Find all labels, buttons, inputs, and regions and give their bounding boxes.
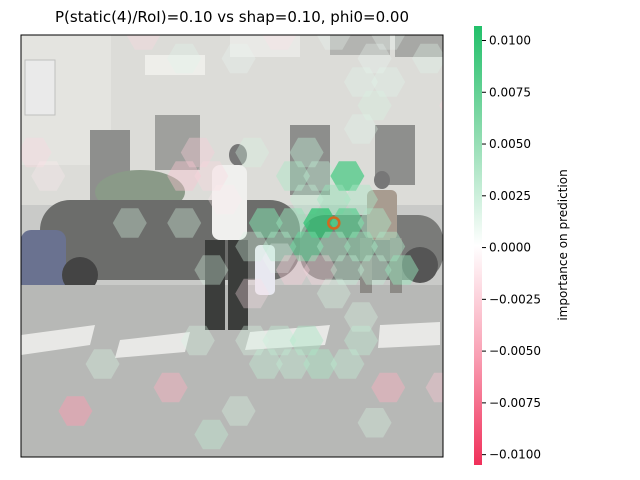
hex-cell-positive	[235, 325, 270, 356]
hex-cell-positive	[262, 231, 297, 262]
hex-cell-positive	[344, 67, 378, 97]
hex-cell-positive	[316, 35, 351, 50]
colorbar-tick-label: −0.0050	[489, 344, 541, 358]
hex-cell-negative	[262, 35, 297, 50]
hex-cell-positive	[276, 161, 310, 191]
hex-cell-positive	[344, 114, 378, 144]
colorbar-tick-label: −0.0100	[489, 448, 541, 462]
hex-cell-positive	[371, 67, 406, 97]
hex-cell-positive	[344, 184, 378, 215]
hex-cell-positive	[344, 231, 378, 262]
hex-cell-positive	[235, 231, 270, 262]
hex-cell-positive	[371, 35, 406, 50]
hex-cell-positive	[167, 43, 202, 74]
hex-cell-negative	[21, 137, 52, 168]
hex-cell-positive	[221, 43, 256, 74]
hex-cell-positive	[289, 184, 324, 215]
hex-cell-positive	[344, 325, 378, 356]
hex-cell-negative	[439, 98, 443, 113]
hex-cell-negative	[371, 372, 406, 403]
hex-cell-positive	[330, 208, 365, 238]
hex-cell-positive	[262, 243, 297, 273]
colorbar-tick-label: 0.0025	[489, 189, 531, 203]
hex-cell-negative	[180, 137, 215, 168]
hex-cell-positive	[194, 419, 229, 450]
plot-frame	[20, 34, 444, 458]
hex-cell-positive	[357, 208, 392, 238]
colorbar-tick-label: −0.0025	[489, 292, 541, 306]
hex-cell-positive	[303, 161, 338, 191]
hex-cell-negative	[276, 255, 310, 285]
hex-cell-positive	[248, 208, 283, 238]
hex-cell-negative	[235, 278, 270, 309]
hex-cell-positive	[221, 396, 256, 426]
hex-cell-negative	[208, 184, 242, 215]
hex-cell-positive	[357, 43, 392, 74]
hex-cell-positive	[384, 255, 419, 285]
hex-cell-positive	[357, 90, 392, 121]
roi-circle	[327, 216, 341, 230]
hex-cell-negative	[194, 161, 229, 191]
hex-cell-positive	[303, 349, 338, 379]
hex-cell-positive	[276, 349, 310, 379]
background-photo	[21, 35, 443, 457]
hex-cell-negative	[31, 161, 66, 191]
hex-cell-positive	[357, 408, 392, 438]
hex-cell-positive	[289, 231, 324, 262]
hex-cell-negative	[303, 255, 338, 285]
colorbar-tick-label: 0.0100	[489, 33, 531, 47]
hex-cell-positive	[330, 255, 365, 285]
colorbar-ticks: 0.0100 0.0075 0.0050 0.0025 0.0000 −0.0025 −0.…	[482, 33, 541, 462]
hex-cell-positive	[276, 208, 310, 238]
hex-cell-positive	[289, 137, 324, 168]
hex-cell-positive	[412, 43, 443, 74]
hex-cell-positive	[330, 161, 365, 191]
hex-cell-positive	[303, 208, 338, 238]
hex-cell-positive	[167, 208, 202, 238]
hex-cell-positive	[235, 137, 270, 168]
hex-cell-positive	[316, 184, 351, 215]
hex-cell-positive	[85, 349, 120, 379]
hex-cell-negative	[126, 35, 161, 50]
hex-cell-positive	[330, 349, 365, 379]
colorbar-tick-label: −0.0075	[489, 396, 541, 410]
roi-marker	[327, 216, 341, 230]
hex-cell-negative	[425, 372, 443, 403]
hex-cell-positive	[316, 231, 351, 262]
hex-cell-positive	[357, 255, 392, 285]
colorbar-label: importance on prediction	[556, 169, 570, 320]
shap-hex-overlay	[21, 35, 443, 450]
hex-cell-negative	[153, 372, 188, 403]
hex-cell-positive	[248, 349, 283, 379]
colorbar	[474, 26, 482, 465]
colorbar-tick-label: 0.0075	[489, 85, 531, 99]
hex-cell-positive	[289, 325, 324, 356]
chart-title: P(static(4)/RoI)=0.10 vs shap=0.10, phi0…	[54, 8, 410, 26]
hex-cell-positive	[316, 278, 351, 309]
colorbar-tick-label: 0.0050	[489, 137, 531, 151]
hex-cell-negative	[58, 396, 93, 426]
colorbar-tick-label: 0.0000	[489, 241, 531, 255]
hex-cell-positive	[371, 231, 406, 262]
hex-cell-negative	[167, 161, 202, 191]
hex-cell-positive	[180, 325, 215, 356]
hex-cell-positive	[194, 255, 229, 285]
hex-cell-positive	[112, 208, 147, 238]
hex-cell-positive	[344, 302, 378, 332]
hex-cell-positive	[262, 325, 297, 356]
